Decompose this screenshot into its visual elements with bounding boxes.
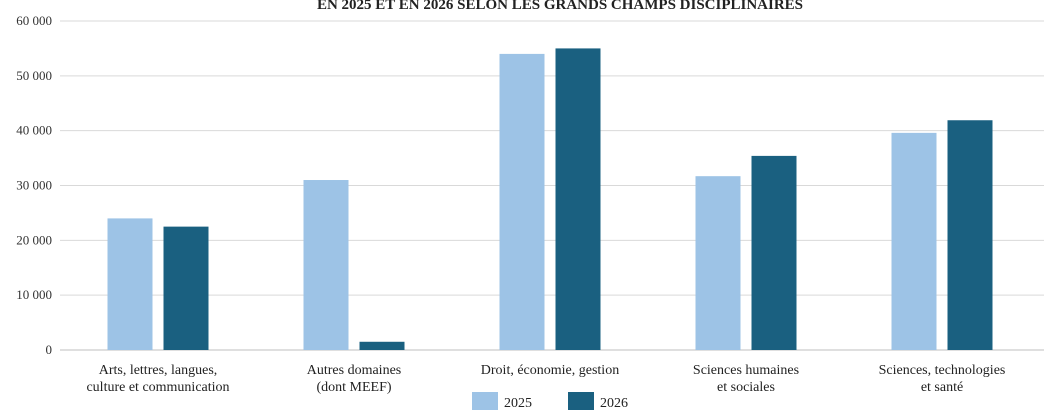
bar-2025 xyxy=(107,218,153,350)
x-category-label: Arts, lettres, langues, xyxy=(99,363,218,378)
legend: 2025 2026 xyxy=(472,392,628,410)
x-category-label: (dont MEEF) xyxy=(316,380,391,395)
chart-title: EN 2025 ET EN 2026 SELON LES GRANDS CHAM… xyxy=(317,0,803,13)
x-category-label: et santé xyxy=(921,380,963,395)
bars xyxy=(107,48,993,351)
x-category-label: Sciences, technologies xyxy=(879,363,1006,378)
bar-2025 xyxy=(499,53,545,351)
bar-2026 xyxy=(751,155,797,350)
y-tick-label: 30 000 xyxy=(16,178,52,193)
legend-label: 2026 xyxy=(600,396,628,410)
gridlines xyxy=(60,20,1044,351)
legend-label: 2025 xyxy=(504,396,532,410)
y-tick-label: 50 000 xyxy=(16,68,52,83)
bar-2026 xyxy=(163,226,209,350)
bar-2026 xyxy=(555,48,601,351)
x-category-label: et sociales xyxy=(717,380,775,395)
bar-2026 xyxy=(947,120,993,350)
y-tick-label: 40 000 xyxy=(16,123,52,138)
legend-swatch-2026 xyxy=(568,392,594,410)
bar-2025 xyxy=(695,176,741,350)
legend-swatch-2025 xyxy=(472,392,498,410)
x-axis: Arts, lettres, langues, culture et commun… xyxy=(86,363,1005,395)
x-category-label: Autres domaines xyxy=(307,363,401,378)
y-axis: 0 10 000 20 000 30 000 40 000 50 000 60 000 xyxy=(16,13,52,357)
bar-2025 xyxy=(891,132,937,350)
bar-2026 xyxy=(359,341,405,350)
bar-2025 xyxy=(303,180,349,350)
y-tick-label: 20 000 xyxy=(16,232,52,247)
y-tick-label: 10 000 xyxy=(16,287,52,302)
x-category-label: Sciences humaines xyxy=(693,363,799,378)
x-category-label: culture et communication xyxy=(86,380,229,395)
y-tick-label: 60 000 xyxy=(16,13,52,28)
x-category-label: Droit, économie, gestion xyxy=(481,363,619,378)
y-tick-label: 0 xyxy=(46,342,53,357)
